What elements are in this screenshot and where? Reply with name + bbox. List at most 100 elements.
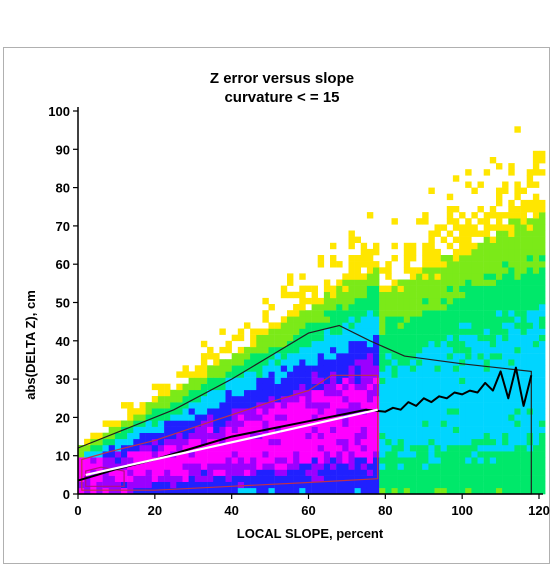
heatmap-cell xyxy=(90,487,97,495)
heatmap-cell xyxy=(348,346,355,354)
heatmap-cell xyxy=(496,414,503,421)
heatmap-cell xyxy=(489,224,497,231)
heatmap-cell xyxy=(348,457,355,464)
heatmap-cell xyxy=(379,432,386,440)
heatmap-cell xyxy=(385,334,392,342)
heatmap-cell xyxy=(385,273,392,280)
heatmap-cell xyxy=(262,402,269,409)
heatmap-cell xyxy=(471,402,478,409)
heatmap-cell xyxy=(305,285,312,292)
heatmap-cell xyxy=(520,322,527,329)
heatmap-cell xyxy=(360,402,368,409)
heatmap-cell xyxy=(465,353,472,360)
heatmap-cell xyxy=(360,285,368,292)
heatmap-cell xyxy=(280,469,288,476)
heatmap-cell xyxy=(287,328,294,335)
heatmap-cell xyxy=(403,261,411,268)
heatmap-cell xyxy=(526,414,534,421)
heatmap-cell xyxy=(465,359,472,366)
heatmap-cell xyxy=(170,481,177,489)
heatmap-cell xyxy=(348,371,355,378)
heatmap-cell xyxy=(244,396,251,403)
heatmap-cell xyxy=(262,377,269,384)
heatmap-cell xyxy=(323,297,331,305)
heatmap-cell xyxy=(293,359,300,366)
heatmap-cell xyxy=(256,365,263,372)
heatmap-cell xyxy=(489,242,497,250)
heatmap-cell xyxy=(502,242,509,250)
heatmap-cell xyxy=(323,469,331,476)
heatmap-cell xyxy=(471,267,478,274)
heatmap-cell xyxy=(416,328,423,335)
heatmap-cell xyxy=(244,359,251,366)
heatmap-cell xyxy=(231,389,239,397)
heatmap-cell xyxy=(422,371,429,378)
heatmap-cell xyxy=(502,377,509,384)
heatmap-cell xyxy=(114,445,122,452)
heatmap-cell xyxy=(194,420,202,427)
heatmap-cell xyxy=(403,291,411,299)
heatmap-cell xyxy=(391,310,398,317)
x-tick-label: 20 xyxy=(148,503,162,518)
heatmap-cell xyxy=(459,463,466,470)
heatmap-cell xyxy=(508,463,515,470)
heatmap-cell xyxy=(539,359,546,366)
heatmap-cell xyxy=(459,267,466,274)
heatmap-cell xyxy=(348,297,355,305)
heatmap-cell xyxy=(336,451,343,458)
heatmap-cell xyxy=(434,389,441,397)
heatmap-cell xyxy=(330,316,337,323)
heatmap-cell xyxy=(176,457,183,464)
heatmap-cell xyxy=(256,389,263,397)
heatmap-cell xyxy=(293,291,300,299)
heatmap-cell xyxy=(157,389,165,397)
heatmap-cell xyxy=(459,316,466,323)
heatmap-cell xyxy=(280,353,288,360)
heatmap-cell xyxy=(237,451,245,458)
heatmap-cell xyxy=(508,328,515,335)
heatmap-cell xyxy=(409,389,417,397)
heatmap-cell xyxy=(434,328,441,335)
heatmap-cell xyxy=(409,469,417,476)
heatmap-cell xyxy=(280,445,288,452)
heatmap-cell xyxy=(465,242,472,250)
heatmap-cell xyxy=(409,267,417,274)
heatmap-cell xyxy=(311,346,318,354)
heatmap-cell xyxy=(477,445,484,452)
heatmap-cell xyxy=(96,457,103,464)
heatmap-cell xyxy=(477,463,484,470)
heatmap-cell xyxy=(213,426,220,433)
heatmap-cell xyxy=(496,279,503,286)
heatmap-cell xyxy=(391,322,398,329)
heatmap-cell xyxy=(514,438,521,446)
heatmap-cell xyxy=(428,487,435,495)
heatmap-cell xyxy=(391,316,398,323)
heatmap-cell xyxy=(483,451,491,458)
heatmap-cell xyxy=(514,340,521,348)
heatmap-cell xyxy=(96,463,103,470)
heatmap-cell xyxy=(508,224,515,231)
heatmap-cell xyxy=(280,432,288,440)
heatmap-cell xyxy=(84,481,91,489)
heatmap-cell xyxy=(170,469,177,476)
heatmap-cell xyxy=(114,457,122,464)
heatmap-cell xyxy=(502,432,509,440)
heatmap-cell xyxy=(385,322,392,329)
heatmap-cell xyxy=(379,475,386,482)
heatmap-cell xyxy=(299,396,306,403)
heatmap-cell xyxy=(397,279,404,286)
heatmap-cell xyxy=(514,193,521,201)
heatmap-cell xyxy=(446,469,454,476)
heatmap-cell xyxy=(237,371,245,378)
heatmap-cell xyxy=(317,255,325,262)
heatmap-cell xyxy=(434,248,441,256)
heatmap-cell xyxy=(330,310,337,317)
heatmap-cell xyxy=(514,432,521,440)
heatmap-cell xyxy=(373,402,380,409)
heatmap-cell xyxy=(360,273,368,280)
heatmap-cell xyxy=(311,438,318,446)
heatmap-cell xyxy=(471,487,478,495)
heatmap-cell xyxy=(336,353,343,360)
heatmap-cell xyxy=(219,469,226,476)
heatmap-cell xyxy=(502,261,509,268)
